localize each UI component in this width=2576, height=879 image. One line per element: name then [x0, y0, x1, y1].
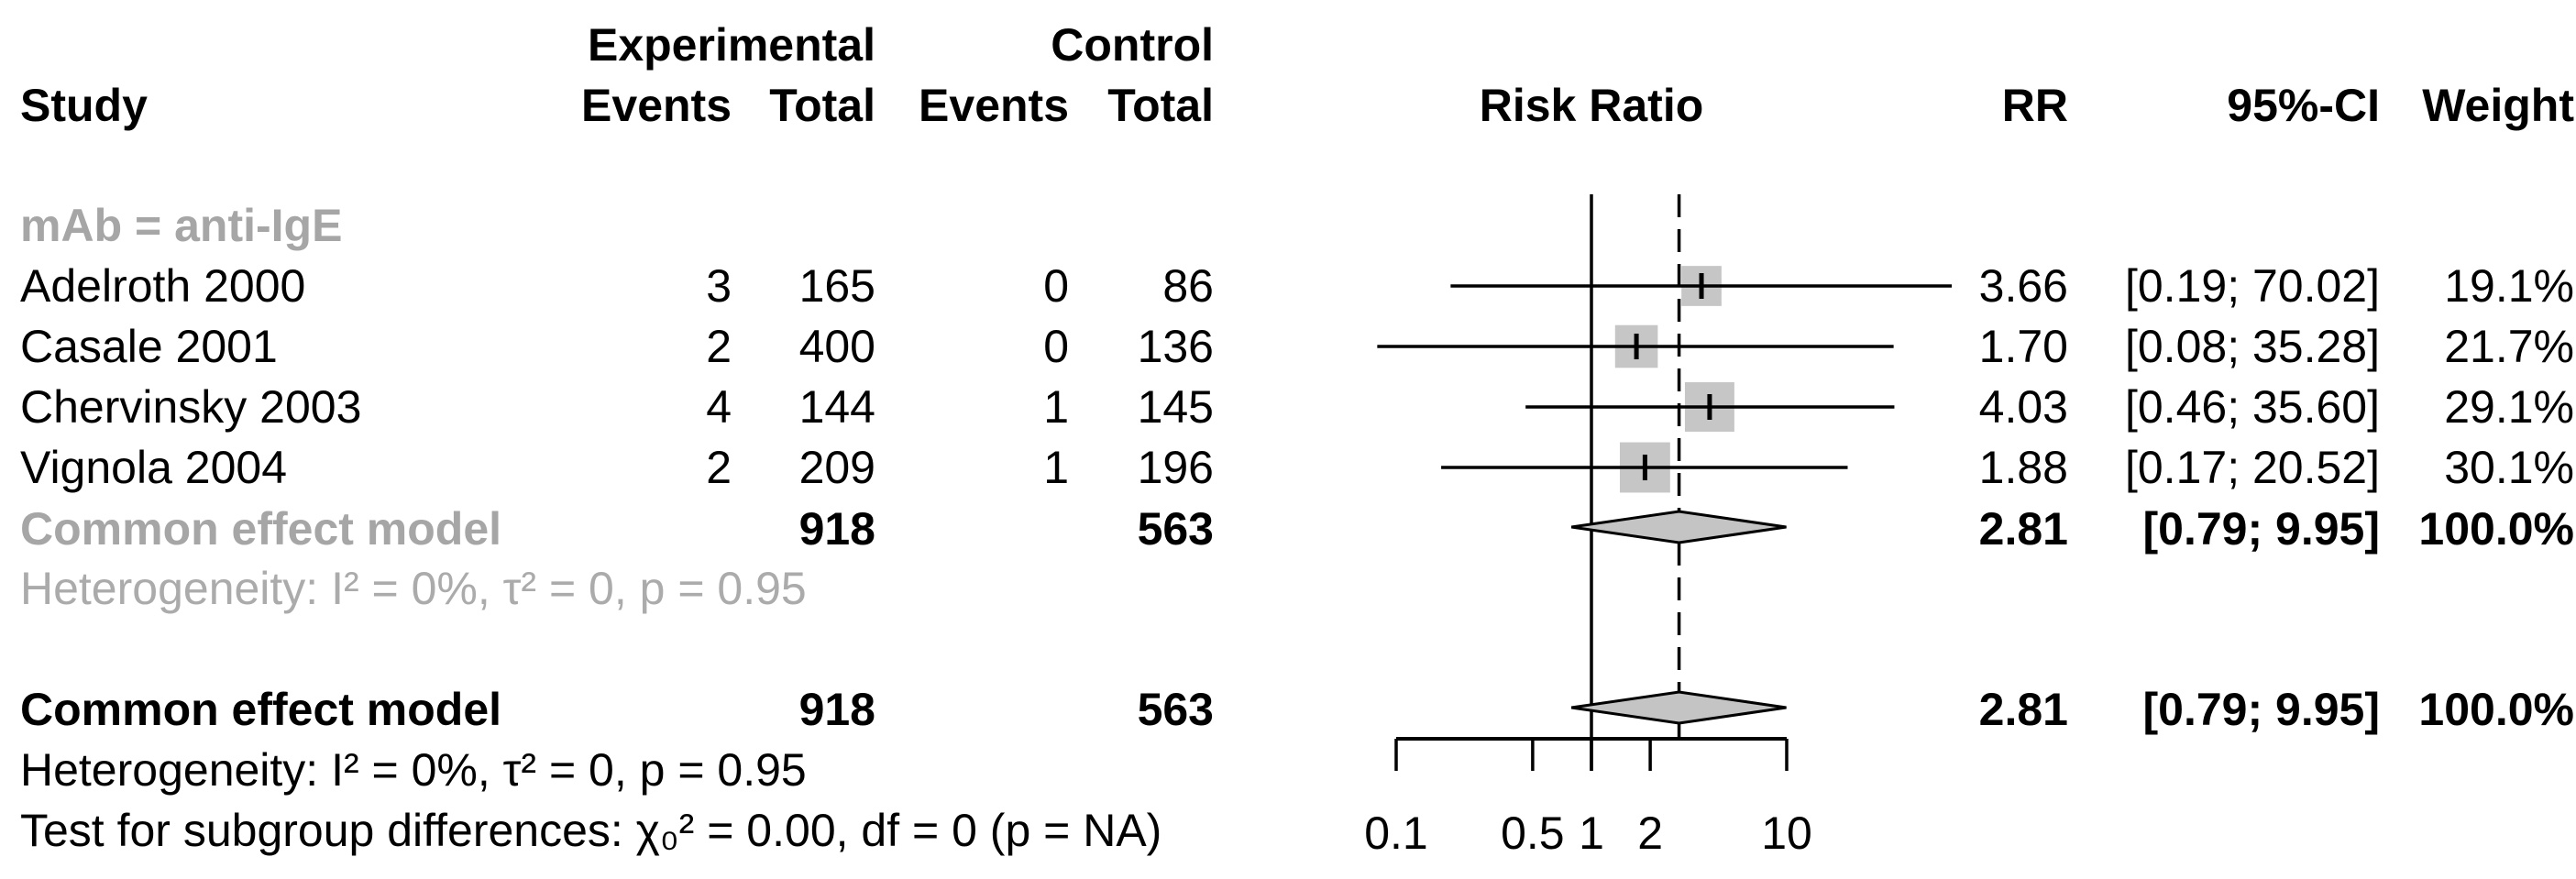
- overall-summary-label: Common effect model: [20, 684, 502, 735]
- ci-value: [0.46; 35.60]: [2124, 381, 2380, 433]
- summary-diamond: [1570, 690, 1787, 725]
- overall-exp-total: 918: [798, 684, 875, 735]
- overall-weight-value: 100.0%: [2418, 684, 2574, 735]
- x-axis-tick-label: 10: [1761, 808, 1812, 859]
- study-name: Casale 2001: [20, 321, 278, 372]
- weight-value: 30.1%: [2444, 442, 2574, 493]
- exp-events-value: 3: [706, 260, 732, 312]
- study-name: Vignola 2004: [20, 442, 288, 493]
- ci-value: [0.08; 35.28]: [2124, 321, 2380, 372]
- exp-total-value: 144: [798, 381, 875, 433]
- col-header-ctrl-events: Events: [919, 80, 1069, 131]
- ci-value: [0.17; 20.52]: [2124, 442, 2380, 493]
- rr-value: 1.88: [1978, 442, 2068, 493]
- x-axis-tick-label: 1: [1579, 808, 1604, 859]
- ctrl-events-value: 0: [1043, 260, 1069, 312]
- rr-value: 1.70: [1978, 321, 2068, 372]
- summary-diamond: [1570, 510, 1787, 544]
- weight-value: 19.1%: [2444, 260, 2574, 312]
- point-estimate-tick: [1642, 455, 1647, 480]
- x-axis-tick-label: 2: [1637, 808, 1663, 859]
- col-header-risk-ratio: Risk Ratio: [1479, 80, 1704, 131]
- overall-ci-value: [0.79; 9.95]: [2142, 684, 2380, 735]
- ci-value: [0.19; 70.02]: [2124, 260, 2380, 312]
- study-name: Adelroth 2000: [20, 260, 306, 312]
- col-header-study: Study: [20, 80, 148, 131]
- subgroup-heterogeneity-text: Heterogeneity: I² = 0%, τ² = 0, p = 0.95: [20, 563, 807, 614]
- ctrl-events-value: 1: [1043, 442, 1069, 493]
- rr-value: 4.03: [1978, 381, 2068, 433]
- exp-total-value: 209: [798, 442, 875, 493]
- overall-rr-value: 2.81: [1978, 684, 2068, 735]
- col-header-ci: 95%-CI: [2227, 80, 2380, 131]
- study-name: Chervinsky 2003: [20, 381, 362, 433]
- exp-events-value: 2: [706, 321, 732, 372]
- col-header-ctrl-total: Total: [1107, 80, 1214, 131]
- subgroup-label: mAb = anti-IgE: [20, 200, 343, 251]
- exp-events-value: 2: [706, 442, 732, 493]
- point-estimate-tick: [1707, 394, 1712, 420]
- ctrl-total-value: 145: [1137, 381, 1214, 433]
- subgroup-exp-total: 918: [798, 503, 875, 555]
- weight-value: 29.1%: [2444, 381, 2574, 433]
- x-axis-tick-label: 0.5: [1501, 808, 1565, 859]
- subgroup-summary-label: Common effect model: [20, 503, 502, 555]
- col-header-rr: RR: [2001, 80, 2068, 131]
- overall-heterogeneity-text: Heterogeneity: I² = 0%, τ² = 0, p = 0.95: [20, 744, 807, 796]
- subgroup-rr-value: 2.81: [1978, 503, 2068, 555]
- col-header-control: Control: [1051, 19, 1214, 71]
- ctrl-total-value: 86: [1162, 260, 1214, 312]
- exp-total-value: 165: [798, 260, 875, 312]
- overall-ctrl-total: 563: [1137, 684, 1214, 735]
- subgroup-ci-value: [0.79; 9.95]: [2142, 503, 2380, 555]
- col-header-experimental: Experimental: [587, 19, 875, 71]
- subgroup-ctrl-total: 563: [1137, 503, 1214, 555]
- weight-value: 21.7%: [2444, 321, 2574, 372]
- point-estimate-tick: [1634, 334, 1639, 359]
- col-header-weight: Weight: [2422, 80, 2574, 131]
- subgroup-weight-value: 100.0%: [2418, 503, 2574, 555]
- col-header-exp-total: Total: [769, 80, 875, 131]
- x-axis-tick-label: 0.1: [1364, 808, 1428, 859]
- ctrl-total-value: 136: [1137, 321, 1214, 372]
- ctrl-events-value: 0: [1043, 321, 1069, 372]
- ctrl-total-value: 196: [1137, 442, 1214, 493]
- rr-value: 3.66: [1978, 260, 2068, 312]
- point-estimate-tick: [1699, 273, 1704, 299]
- col-header-exp-events: Events: [581, 80, 732, 131]
- exp-events-value: 4: [706, 381, 732, 433]
- subgroup-test-text: Test for subgroup differences: χ₀² = 0.0…: [20, 805, 1162, 856]
- exp-total-value: 400: [798, 321, 875, 372]
- ctrl-events-value: 1: [1043, 381, 1069, 433]
